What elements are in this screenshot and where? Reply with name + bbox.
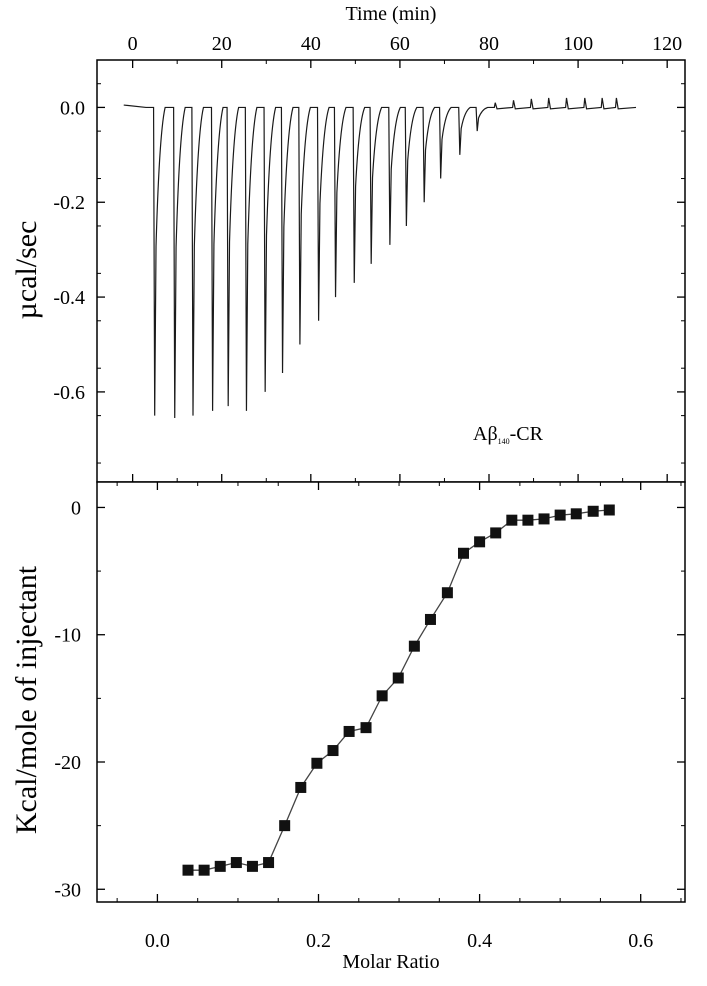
isotherm-data-point — [327, 745, 339, 757]
isotherm-data-point — [295, 781, 307, 793]
isotherm-data-point — [214, 860, 226, 872]
sample-annotation: Aβ140-CR — [473, 423, 544, 446]
isotherm-data-points — [182, 504, 615, 876]
isotherm-data-point — [457, 547, 469, 559]
thermogram-plot-frame — [96, 59, 686, 483]
annotation-subscript: 140 — [498, 437, 510, 446]
thermogram-x-tick-label: 120 — [652, 33, 682, 55]
isotherm-data-point — [392, 672, 404, 684]
thermogram-x-tick-label: 0 — [128, 33, 138, 55]
isotherm-x-tick-label: 0.4 — [467, 930, 492, 952]
isotherm-data-point — [424, 613, 436, 625]
isotherm-x-axis-title: Molar Ratio — [342, 951, 439, 973]
isotherm-data-point — [360, 722, 372, 734]
isotherm-data-point — [182, 864, 194, 876]
thermogram-x-tick-label: 40 — [301, 33, 321, 55]
isotherm-data-point — [506, 514, 518, 526]
thermogram-y-tick-label: -0.2 — [53, 192, 85, 214]
thermogram-panel: 0 20 40 60 80 100 120 0.0 -0.2 -0.4 -0.6 Time (min… — [10, 3, 686, 483]
isotherm-y-tick-label: -20 — [54, 752, 81, 774]
isotherm-data-point — [311, 757, 323, 769]
annotation-suffix: -CR — [510, 423, 544, 445]
thermogram-tick-labels: 0 20 40 60 80 100 120 0.0 -0.2 -0.4 -0.6 — [53, 33, 682, 404]
thermogram-x-tick-label: 60 — [390, 33, 410, 55]
isotherm-data-point — [230, 857, 242, 869]
isotherm-data-point — [570, 508, 582, 520]
isotherm-data-point — [408, 640, 420, 652]
isotherm-plot-frame — [96, 481, 686, 903]
isotherm-ticks — [97, 482, 685, 902]
isotherm-data-point — [587, 505, 599, 517]
isotherm-x-tick-label: 0.0 — [145, 930, 170, 952]
isotherm-data-point — [522, 514, 534, 526]
thermogram-y-tick-label: -0.4 — [53, 287, 85, 309]
isotherm-data-point — [603, 504, 615, 516]
isotherm-y-tick-label: -30 — [54, 879, 81, 901]
isotherm-data-point — [490, 527, 502, 539]
isotherm-data-point — [198, 864, 210, 876]
isotherm-data-point — [554, 509, 566, 521]
isotherm-tick-labels: 0.0 0.2 0.4 0.6 0 -10 -20 -30 — [54, 497, 653, 952]
isotherm-panel: 0.0 0.2 0.4 0.6 0 -10 -20 -30 Molar Ratio Kcal/… — [10, 481, 686, 973]
isotherm-y-tick-label: 0 — [71, 497, 81, 519]
thermogram-x-tick-label: 20 — [212, 33, 232, 55]
annotation-main: Aβ — [473, 423, 498, 445]
thermogram-x-tick-label: 80 — [479, 33, 499, 55]
isotherm-data-point — [376, 690, 388, 702]
thermogram-x-axis-title: Time (min) — [346, 3, 437, 25]
thermogram-y-tick-label: 0.0 — [60, 97, 85, 119]
isotherm-data-point — [441, 587, 453, 599]
thermogram-y-tick-label: -0.6 — [53, 382, 85, 404]
isotherm-x-tick-label: 0.6 — [628, 930, 653, 952]
isotherm-data-point — [343, 725, 355, 737]
isotherm-y-axis-title: Kcal/mole of injectant — [10, 565, 43, 834]
isotherm-data-point — [474, 536, 486, 548]
thermogram-y-axis-title: µcal/sec — [10, 221, 43, 320]
thermogram-trace — [123, 97, 637, 418]
isotherm-x-tick-label: 0.2 — [306, 930, 331, 952]
isotherm-data-point — [263, 857, 275, 869]
isotherm-data-point — [279, 820, 291, 832]
isotherm-data-point — [246, 860, 258, 872]
isotherm-data-point — [538, 513, 550, 525]
isotherm-y-tick-label: -10 — [54, 625, 81, 647]
thermogram-x-tick-label: 100 — [563, 33, 593, 55]
